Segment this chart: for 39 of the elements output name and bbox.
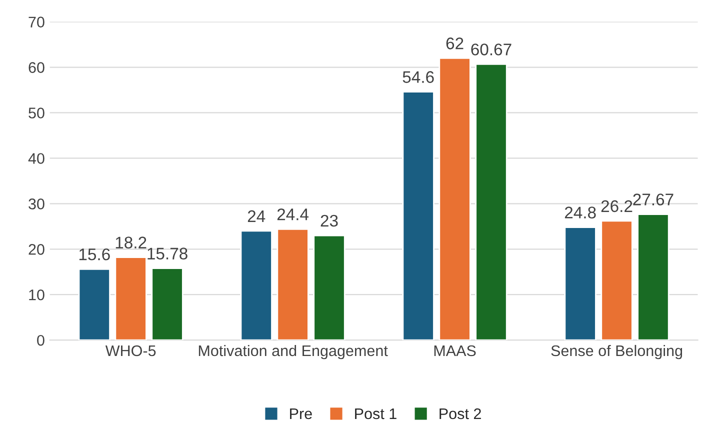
y-tick-label: 40 <box>28 153 44 164</box>
data-label: 54.6 <box>402 71 434 83</box>
y-tick-label: 30 <box>28 198 44 210</box>
y-tick-label: 0 <box>37 334 44 346</box>
x-tick-label: WHO-5 <box>105 345 156 356</box>
data-label: 15.6 <box>79 248 110 260</box>
y-tick-label: 10 <box>29 289 44 300</box>
data-label: 24.8 <box>564 206 596 218</box>
data-label: 15.78 <box>148 248 188 260</box>
bar <box>276 228 309 340</box>
bar <box>151 268 184 340</box>
y-tick-label: 70 <box>28 16 44 28</box>
legend-label: Pre <box>290 408 312 420</box>
bar <box>402 91 434 340</box>
data-label: 18.2 <box>116 236 146 248</box>
bar <box>313 234 346 340</box>
legend-label: Post 1 <box>355 408 396 420</box>
x-tick-label: MAAS <box>434 345 476 356</box>
legend-label: Post 2 <box>440 408 481 420</box>
bar <box>438 57 471 340</box>
data-label: 26.2 <box>601 200 632 212</box>
bar <box>240 230 272 340</box>
bar <box>564 226 596 340</box>
bar <box>475 64 508 340</box>
data-label: 60.67 <box>471 44 512 56</box>
bar <box>114 256 147 340</box>
data-label: 27.67 <box>633 194 674 206</box>
x-tick-label: Sense of Belonging <box>551 344 682 360</box>
data-label: 24 <box>248 210 266 222</box>
data-label: 24.4 <box>277 208 309 220</box>
bar <box>78 268 110 340</box>
y-tick-label: 50 <box>28 108 44 118</box>
bar <box>637 214 670 340</box>
bar <box>600 220 633 340</box>
y-tick-label: 60 <box>28 62 44 73</box>
data-label: 62 <box>446 38 464 50</box>
data-label: 23 <box>320 214 338 227</box>
x-tick-label: Motivation and Engagement <box>198 344 388 360</box>
y-tick-label: 20 <box>28 244 44 255</box>
